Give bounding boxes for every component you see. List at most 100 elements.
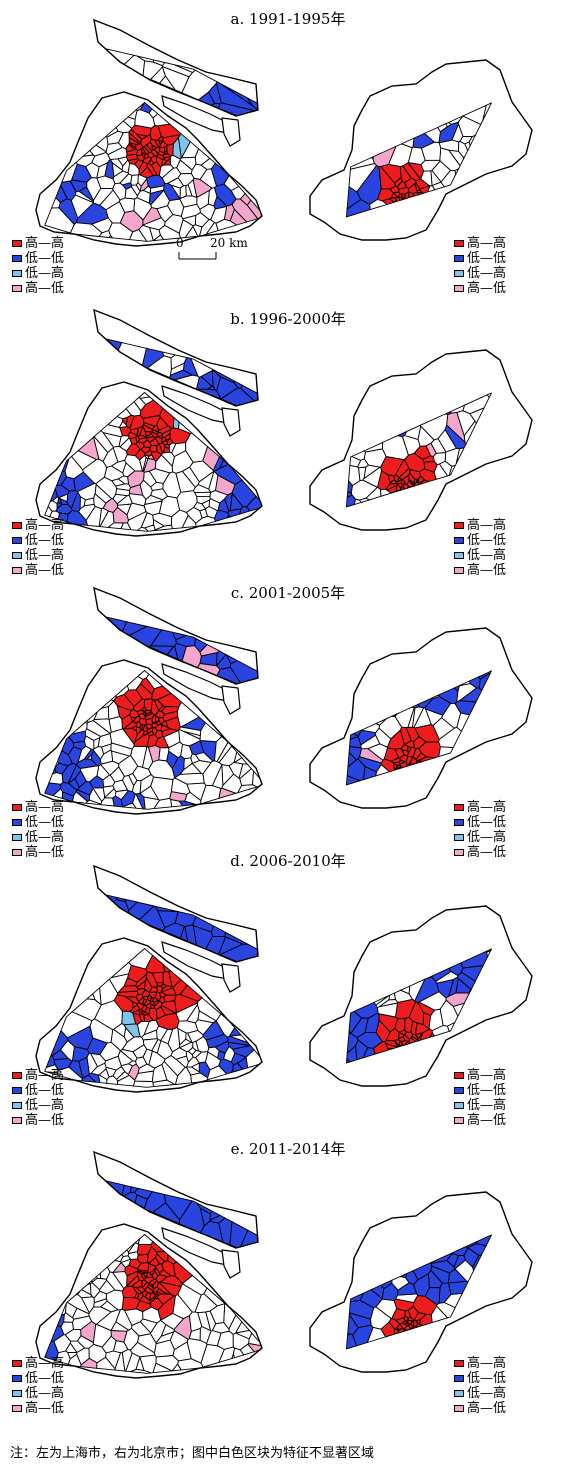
legend-label: 高—低 (25, 563, 65, 578)
legend-label: 高—高 (25, 236, 65, 251)
region-boundary (309, 627, 533, 809)
legend-item-high-low: 高—低 (12, 845, 64, 860)
legend-item-low-low: 低—低 (12, 1083, 64, 1098)
district-cell-not-significant (160, 1313, 184, 1330)
legend-swatch (454, 567, 464, 574)
district-cell-high-high (132, 1286, 143, 1295)
legend-item-low-high: 低—高 (454, 548, 506, 563)
legend-swatch (454, 1087, 464, 1094)
legend-swatch (454, 1102, 464, 1109)
district-cell-not-significant (93, 493, 107, 510)
district-cell-not-significant (488, 670, 492, 675)
legend-item-low-high: 低—高 (12, 1386, 64, 1401)
district-cell-not-significant (388, 992, 396, 1001)
legend-left: 高—高 低—低 低—高 高—低 (12, 518, 64, 578)
shanghai-map (35, 864, 263, 1093)
legend-label: 高—高 (25, 800, 65, 815)
district-cell-not-significant (199, 168, 217, 189)
district-cell-not-significant (194, 491, 212, 498)
beijing-map (309, 1191, 533, 1373)
legend-swatch (454, 1072, 464, 1079)
legend-swatch (454, 834, 464, 841)
shanghai-map (35, 18, 263, 247)
district-cell-high-high (127, 431, 139, 440)
region-boundary (35, 91, 263, 247)
legend-swatch (454, 537, 464, 544)
district-cell-high-high (129, 1004, 141, 1014)
district-cell-not-significant (89, 788, 103, 805)
district-cell-high-high (149, 1000, 155, 1007)
district-cell-not-significant (413, 707, 432, 729)
district-cell-high-high (142, 1011, 149, 1016)
district-cell-high-high (167, 1254, 177, 1265)
district-cell-high-high (155, 1253, 165, 1265)
district-cell-low-high (172, 417, 180, 430)
district-cell-high-high (407, 746, 412, 754)
district-cell-not-significant (90, 1053, 106, 1068)
district-cell-high-high (164, 433, 171, 441)
district-cell-low-low (348, 1030, 351, 1035)
district-cell-not-significant (438, 746, 454, 758)
district-cell-high-high (395, 764, 402, 768)
legend-item-high-high: 高—高 (454, 236, 506, 251)
district-cell-not-significant (210, 206, 228, 224)
district-cell-not-significant (462, 394, 490, 415)
district-cell-low-low (347, 1332, 350, 1337)
district-cell-high-high (126, 1275, 140, 1287)
district-cell-not-significant (149, 227, 161, 242)
district-cell-not-significant (170, 777, 191, 795)
district-cell-not-significant (107, 416, 124, 428)
district-cell-high-high (151, 1270, 159, 1280)
district-cell-high-high (417, 1001, 435, 1017)
legend-left: 高—高 低—低 低—高 高—低 (12, 1356, 64, 1416)
legend-item-low-low: 低—低 (454, 251, 506, 266)
district-cell-not-significant (148, 468, 171, 484)
district-cell-high-high (128, 137, 140, 145)
district-cell-not-significant (111, 162, 124, 178)
district-cell-not-significant (123, 116, 136, 129)
district-cell-high-high (142, 730, 149, 737)
legend-left: 高—高 低—低 低—高 高—低 (12, 800, 64, 860)
district-cell-high-high (404, 177, 417, 190)
district-cell-high-high (135, 441, 145, 450)
district-cell-high-high (145, 141, 153, 152)
district-cell-high-high (138, 161, 148, 176)
region-boundary (35, 937, 263, 1093)
district-cell-low-low (430, 1265, 450, 1284)
legend-label: 低—低 (25, 1371, 65, 1386)
district-cell-low-low (353, 1001, 379, 1019)
legend-label: 低—高 (467, 266, 507, 281)
district-cell-not-significant (96, 175, 116, 190)
legend-swatch (12, 1072, 22, 1079)
district-cell-low-low (163, 182, 181, 202)
district-cell-not-significant (117, 475, 129, 485)
region-boundary (93, 18, 259, 117)
district-cell-not-significant (178, 726, 202, 737)
legend-swatch (454, 849, 464, 856)
legend-label: 低—低 (25, 815, 65, 830)
panel-1991-1995: a. 1991-1995年 高—高 低—低 低—高 高—低 高—高 低—低 低—高 高—低 … (0, 0, 576, 296)
district-cell-not-significant (229, 1034, 249, 1044)
legend-label: 高—低 (25, 1401, 65, 1416)
district-cell-not-significant (357, 458, 369, 469)
panel-title: c. 2001-2005年 (230, 584, 346, 602)
district-cell-not-significant (142, 457, 149, 473)
district-cell-not-significant (179, 156, 197, 171)
district-cell-high-high (142, 424, 153, 433)
district-cell-high-high (143, 153, 149, 160)
district-cell-low-low (345, 1058, 351, 1064)
legend-swatch (454, 285, 464, 292)
district-cell-not-significant (443, 1292, 463, 1309)
district-cell-high-high (142, 724, 149, 732)
legend-label: 高—高 (467, 800, 507, 815)
legend-swatch (12, 1375, 22, 1382)
region-boundary (93, 308, 259, 407)
panel-2011-2014: e. 2011-2014年 高—高 低—低 低—高 高—低 高—高 低—低 低—高 高—低 (0, 1128, 576, 1416)
district-cell-low-low (460, 951, 489, 969)
district-cell-not-significant (430, 438, 447, 454)
district-cell-not-significant (451, 123, 464, 143)
district-cell-high-high (408, 183, 418, 195)
district-cell-high-high (155, 155, 164, 168)
legend-label: 低—高 (25, 1386, 65, 1401)
legend-swatch (12, 819, 22, 826)
